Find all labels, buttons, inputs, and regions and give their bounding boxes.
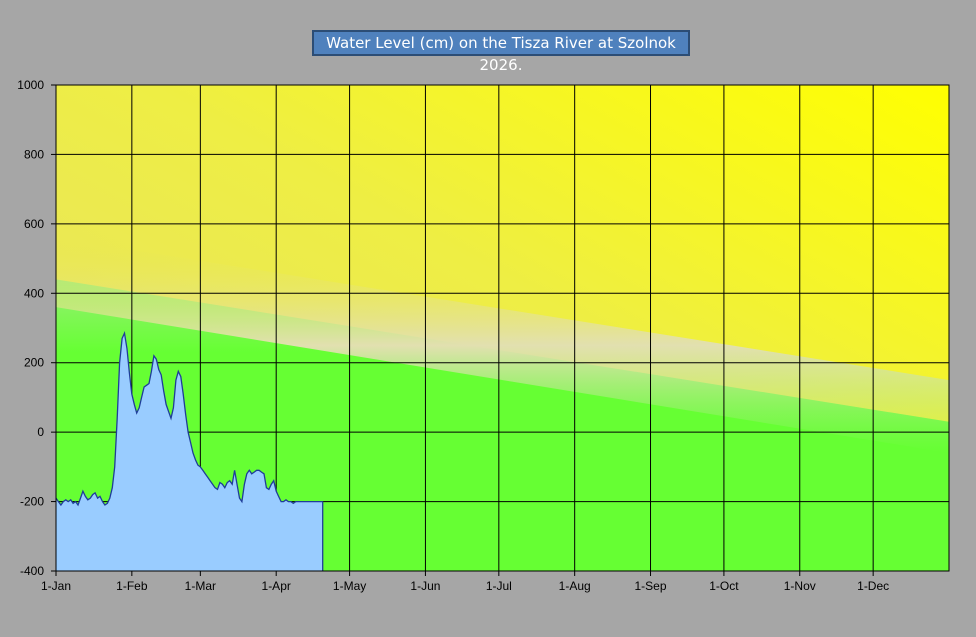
y-tick-label: 800 (24, 147, 44, 161)
x-tick-label: 1-Aug (559, 579, 591, 593)
y-tick-labels: -400 -200 0 200 400 600 800 1000 (17, 78, 44, 578)
x-tick-label: 1-Jun (410, 579, 440, 593)
y-tick-label: -400 (20, 564, 44, 578)
transition-zone (56, 237, 949, 453)
x-tick-label: 1-Apr (262, 579, 291, 593)
x-tick-label: 1-May (333, 579, 366, 593)
x-tick-label: 1-Mar (185, 579, 216, 593)
y-tick-label: 1000 (17, 78, 44, 92)
series-area (55, 330, 324, 571)
axes (51, 84, 950, 576)
y-tick-label: 0 (37, 425, 44, 439)
chart-title: Water Level (cm) on the Tisza River at S… (312, 30, 690, 74)
x-tick-labels: 1-Jan 1-Feb 1-Mar 1-Apr 1-May 1-Jun 1-Jul 1-Aug… (41, 579, 889, 593)
x-tick-label: 1-Jan (41, 579, 71, 593)
x-tick-label: 1-Oct (709, 579, 739, 593)
x-tick-label: 1-Dec (857, 579, 889, 593)
x-tick-label: 1-Jul (486, 579, 512, 593)
y-tick-label: 200 (24, 356, 44, 370)
plot-frame (55, 84, 950, 572)
y-tick-label: -200 (20, 495, 44, 509)
x-tick-label: 1-Feb (116, 579, 148, 593)
water-level-area (56, 333, 323, 571)
x-tick-label: 1-Nov (784, 579, 816, 593)
y-tick-label: 400 (24, 286, 44, 300)
y-tick-label: 600 (24, 217, 44, 231)
x-tick-label: 1-Sep (635, 579, 667, 593)
water-level-line (55, 330, 323, 507)
